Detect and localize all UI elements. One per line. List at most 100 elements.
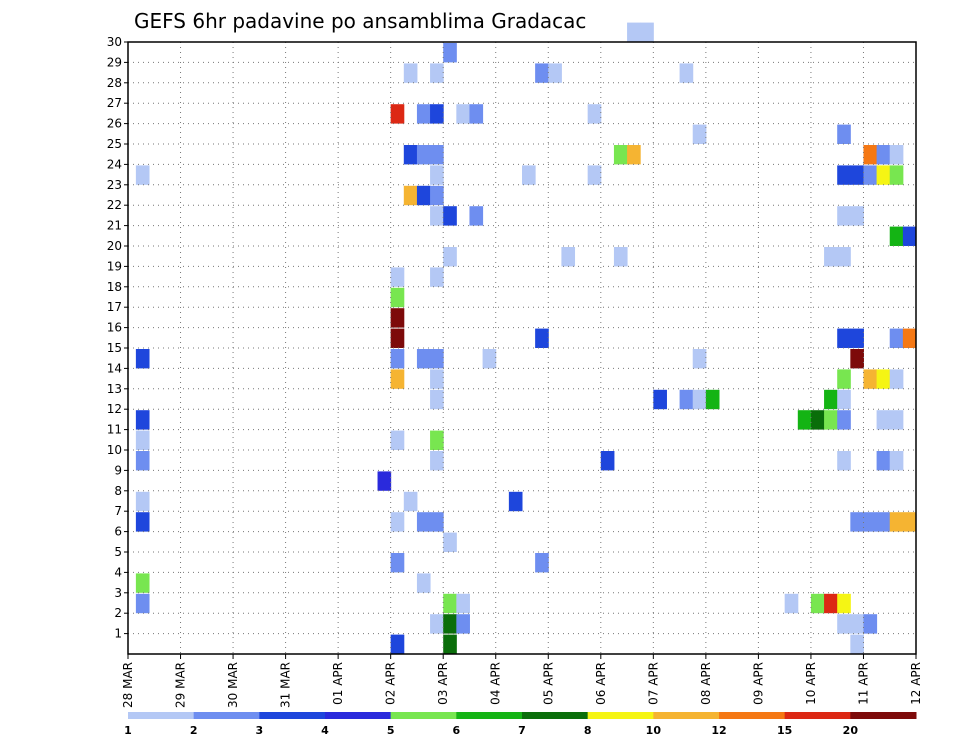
heatmap-cell [587, 165, 602, 185]
y-tick-label: 10 [107, 443, 122, 457]
heatmap-cell [850, 165, 864, 185]
heatmap-cell [469, 206, 484, 226]
heatmap-cell [390, 308, 405, 328]
heatmap-cell [824, 247, 838, 267]
y-tick-label: 21 [107, 219, 122, 233]
y-tick-label: 17 [107, 300, 122, 314]
heatmap-cell [889, 451, 904, 471]
heatmap-cell [613, 145, 628, 165]
heatmap-cell [863, 512, 878, 532]
heatmap-cell [837, 593, 851, 614]
heatmap-cell [416, 185, 431, 206]
legend-label: 15 [777, 724, 792, 737]
y-tick-label: 4 [114, 565, 122, 579]
heatmap-cells [135, 22, 917, 654]
heatmap-cell [837, 369, 851, 389]
heatmap-cell [889, 369, 904, 389]
heatmap-cell [837, 410, 851, 430]
heatmap-cell [824, 593, 838, 614]
y-tick-label: 19 [107, 259, 122, 273]
heatmap-cell [135, 165, 150, 185]
heatmap-cell [850, 349, 864, 369]
heatmap-cell [135, 430, 150, 450]
heatmap-cell [837, 451, 851, 471]
heatmap-cell [522, 165, 536, 185]
heatmap-cell [135, 491, 150, 512]
y-tick-label: 2 [114, 606, 122, 620]
heatmap-cell [600, 451, 615, 471]
y-axis: 1234567891011121314151617181920212223242… [107, 35, 128, 641]
legend-swatch [128, 712, 195, 719]
legend-label: 3 [256, 724, 264, 737]
heatmap-cell [443, 634, 457, 654]
color-legend: 1 2 3 4 5 6 7 8 10 12 15 20 [124, 712, 917, 737]
heatmap-cell [863, 165, 878, 185]
heatmap-cell [456, 614, 470, 634]
heatmap-cell [876, 165, 891, 185]
legend-swatch [325, 712, 392, 719]
x-tick-label: 30 MAR [226, 662, 240, 708]
y-tick-label: 15 [107, 341, 122, 355]
heatmap-cell [535, 63, 549, 83]
y-tick-label: 18 [107, 280, 122, 294]
heatmap-cell [850, 512, 864, 532]
heatmap-cell [889, 512, 904, 532]
y-tick-label: 8 [114, 484, 122, 498]
heatmap-cell [692, 124, 707, 144]
heatmap-cell [837, 328, 851, 348]
heatmap-cell [403, 145, 418, 165]
heatmap-cell [640, 22, 654, 42]
heatmap-cell [377, 471, 392, 491]
heatmap-cell [443, 614, 457, 634]
legend-swatch [456, 712, 523, 719]
heatmap-cell [837, 206, 851, 226]
plot-frame [127, 41, 917, 655]
y-tick-label: 25 [107, 137, 122, 151]
heatmap-cell [876, 410, 891, 430]
heatmap-cell [430, 165, 444, 185]
y-tick-label: 16 [107, 321, 122, 335]
legend-swatch [259, 712, 326, 719]
heatmap-cell [135, 573, 150, 593]
legend-label: 5 [387, 724, 395, 737]
heatmap-cell [653, 389, 667, 410]
chart-title: GEFS 6hr padavine po ansamblima Gradacac [134, 9, 586, 33]
heatmap-cell [876, 369, 891, 389]
heatmap-cell [679, 63, 694, 83]
heatmap-cell [416, 145, 431, 165]
legend-swatch [522, 712, 589, 719]
heatmap-cell [390, 512, 405, 532]
heatmap-cell [443, 593, 457, 614]
legend-swatch [390, 712, 457, 719]
legend-label: 6 [453, 724, 461, 737]
heatmap-cell [535, 328, 549, 348]
legend-swatch [719, 712, 786, 719]
heatmap-cell [430, 185, 444, 206]
y-tick-label: 20 [107, 239, 122, 253]
x-tick-label: 09 APR [751, 662, 765, 705]
heatmap-cell [135, 512, 150, 532]
y-tick-label: 28 [107, 76, 122, 90]
grid-lines [128, 42, 916, 654]
heatmap-cell [135, 451, 150, 471]
x-tick-label: 03 APR [436, 662, 450, 705]
heatmap-cell [850, 634, 864, 654]
heatmap-cell [548, 63, 562, 83]
heatmap-cell [390, 430, 405, 450]
heatmap-cell [482, 349, 497, 369]
x-tick-label: 31 MAR [279, 662, 293, 708]
heatmap-cell [403, 185, 418, 206]
heatmap-cell [390, 553, 405, 573]
heatmap-cell [850, 206, 864, 226]
heatmap-cell [837, 389, 851, 410]
x-tick-label: 28 MAR [121, 662, 135, 708]
heatmap-cell [692, 349, 707, 369]
heatmap-cell [889, 410, 904, 430]
heatmap-cell [876, 512, 891, 532]
heatmap-cell [390, 287, 405, 308]
legend-swatch [587, 712, 654, 719]
heatmap-cell [824, 410, 838, 430]
heatmap-cell [430, 389, 444, 410]
heatmap-cell [390, 349, 405, 369]
heatmap-cell [443, 206, 457, 226]
